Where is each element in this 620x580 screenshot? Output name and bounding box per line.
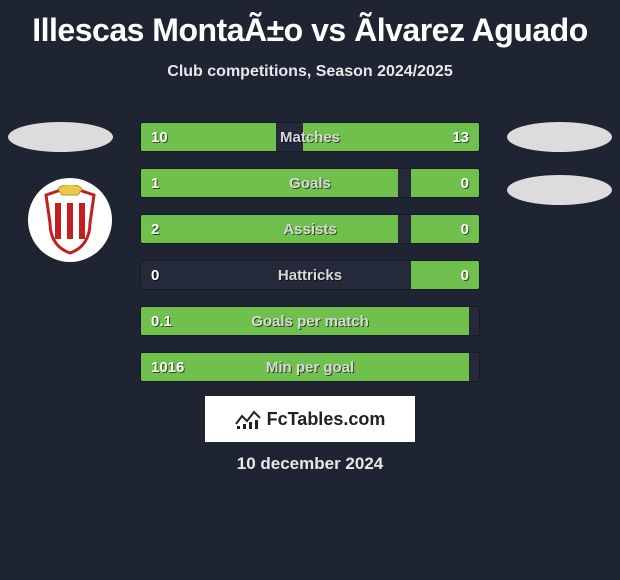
stat-value-left: 0.1 (151, 307, 172, 335)
stat-value-left: 0 (151, 261, 159, 289)
stat-value-left: 1 (151, 169, 159, 197)
stat-row: Goals1 0 (140, 168, 480, 198)
stat-row: Matches10 13 (140, 122, 480, 152)
stat-label: Matches (141, 123, 479, 151)
stat-row: Hattricks0 0 (140, 260, 480, 290)
stat-value-right: 0 (461, 215, 469, 243)
stat-value-left: 2 (151, 215, 159, 243)
subtitle: Club competitions, Season 2024/2025 (0, 63, 620, 81)
right-player-body-placeholder (507, 175, 612, 205)
stat-value-left: 10 (151, 123, 168, 151)
stats-rows: Matches1013Goals10Assists20Hattricks00Go… (140, 122, 480, 398)
stat-value-left: 1016 (151, 353, 184, 381)
stat-value-right: 0 (461, 169, 469, 197)
stat-label: Assists (141, 215, 479, 243)
branding-text: FcTables.com (267, 409, 386, 430)
stat-label: Goals per match (141, 307, 479, 335)
stat-row: Min per goal1016 (140, 352, 480, 382)
right-player-head-placeholder (507, 122, 612, 152)
left-player-head-placeholder (8, 122, 113, 152)
date-text: 10 december 2024 (0, 454, 620, 474)
fctables-logo-icon (235, 408, 261, 430)
branding-banner: FcTables.com (205, 396, 415, 442)
stat-label: Goals (141, 169, 479, 197)
stat-row: Assists2 0 (140, 214, 480, 244)
club-crest-icon (40, 185, 100, 255)
page-title: Illescas MontaÃ±o vs Ãlvarez Aguado (0, 0, 620, 49)
stat-value-right: 0 (461, 261, 469, 289)
stat-label: Hattricks (141, 261, 479, 289)
club-badge (28, 178, 112, 262)
stat-value-right: 13 (452, 123, 469, 151)
stat-label: Min per goal (141, 353, 479, 381)
stat-row: Goals per match0.1 (140, 306, 480, 336)
